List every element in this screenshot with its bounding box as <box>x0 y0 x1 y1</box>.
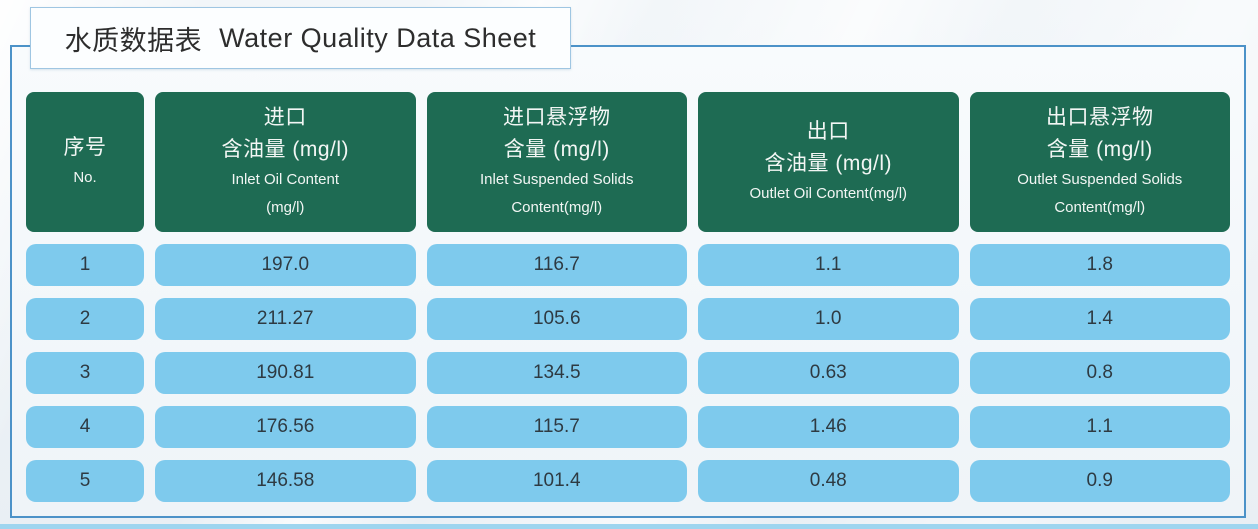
header-cell-outlet-suspended-solids: 出口悬浮物含量 (mg/l) Outlet Suspended Solids Con… <box>969 92 1230 232</box>
header-en-line: Outlet Oil Content(mg/l) <box>749 185 908 202</box>
row-1-inlet-oil-content: 197.0 <box>155 244 416 286</box>
page-title-zh: 水质数据表 <box>64 25 203 56</box>
header-cell-no: 序号 No. <box>26 92 144 232</box>
data-panel: 序号 No. 进口含油量 (mg/l) Inlet Oil Content (mg/l)… <box>10 45 1246 518</box>
header-zh-line: 进口悬浮物 <box>503 106 611 129</box>
row-1-outlet-suspended-solids: 1.8 <box>969 244 1230 286</box>
row-3-number: 3 <box>26 352 144 394</box>
row-2-inlet-oil-content: 211.27 <box>155 298 416 340</box>
row-5-outlet-suspended-solids: 0.9 <box>969 460 1230 502</box>
header-en-line: Inlet Oil Content <box>231 171 340 188</box>
row-4-number: 4 <box>26 406 144 448</box>
row-4-inlet-suspended-solids: 115.7 <box>426 406 687 448</box>
header-zh-line: 含量 (mg/l) <box>503 138 610 161</box>
header-en-line: Content(mg/l) <box>511 199 603 216</box>
row-5-outlet-oil-content: 0.48 <box>698 460 959 502</box>
header-en-line: No. <box>73 169 97 186</box>
row-3-inlet-suspended-solids: 134.5 <box>426 352 687 394</box>
row-2-number: 2 <box>26 298 144 340</box>
header-en-line: Content(mg/l) <box>1054 199 1146 216</box>
header-zh-line: 含量 (mg/l) <box>1046 138 1153 161</box>
header-cell-inlet-oil-content: 进口含油量 (mg/l) Inlet Oil Content (mg/l) <box>155 92 416 232</box>
header-en-line: (mg/l) <box>266 199 305 216</box>
row-4-inlet-oil-content: 176.56 <box>155 406 416 448</box>
header-zh-line: 进口 <box>263 106 307 129</box>
row-2-inlet-suspended-solids: 105.6 <box>426 298 687 340</box>
header-zh-line: 出口悬浮物 <box>1046 106 1154 129</box>
row-1-number: 1 <box>26 244 144 286</box>
water-quality-table: 序号 No. 进口含油量 (mg/l) Inlet Oil Content (mg/l)… <box>26 92 1230 502</box>
page-title-en: Water Quality Data Sheet <box>219 22 537 53</box>
header-cell-outlet-oil-content: 出口含油量 (mg/l) Outlet Oil Content(mg/l) <box>698 92 959 232</box>
row-5-number: 5 <box>26 460 144 502</box>
row-3-outlet-suspended-solids: 0.8 <box>969 352 1230 394</box>
row-2-outlet-oil-content: 1.0 <box>698 298 959 340</box>
header-zh-line: 含油量 (mg/l) <box>764 152 892 175</box>
header-en-line: Inlet Suspended Solids <box>480 171 634 188</box>
row-1-inlet-suspended-solids: 116.7 <box>426 244 687 286</box>
row-4-outlet-suspended-solids: 1.1 <box>969 406 1230 448</box>
row-3-outlet-oil-content: 0.63 <box>698 352 959 394</box>
header-zh-line: 序号 <box>63 136 107 159</box>
row-2-outlet-suspended-solids: 1.4 <box>969 298 1230 340</box>
row-5-inlet-suspended-solids: 101.4 <box>426 460 687 502</box>
header-en-line: Outlet Suspended Solids <box>1017 171 1183 188</box>
header-zh-line: 出口 <box>806 120 850 143</box>
row-3-inlet-oil-content: 190.81 <box>155 352 416 394</box>
bottom-accent-strip <box>0 524 1258 529</box>
row-1-outlet-oil-content: 1.1 <box>698 244 959 286</box>
row-4-outlet-oil-content: 1.46 <box>698 406 959 448</box>
header-cell-inlet-suspended-solids: 进口悬浮物含量 (mg/l) Inlet Suspended Solids Cont… <box>426 92 687 232</box>
header-zh-line: 含油量 (mg/l) <box>221 138 349 161</box>
row-5-inlet-oil-content: 146.58 <box>155 460 416 502</box>
title-box: 水质数据表 Water Quality Data Sheet <box>30 7 571 69</box>
